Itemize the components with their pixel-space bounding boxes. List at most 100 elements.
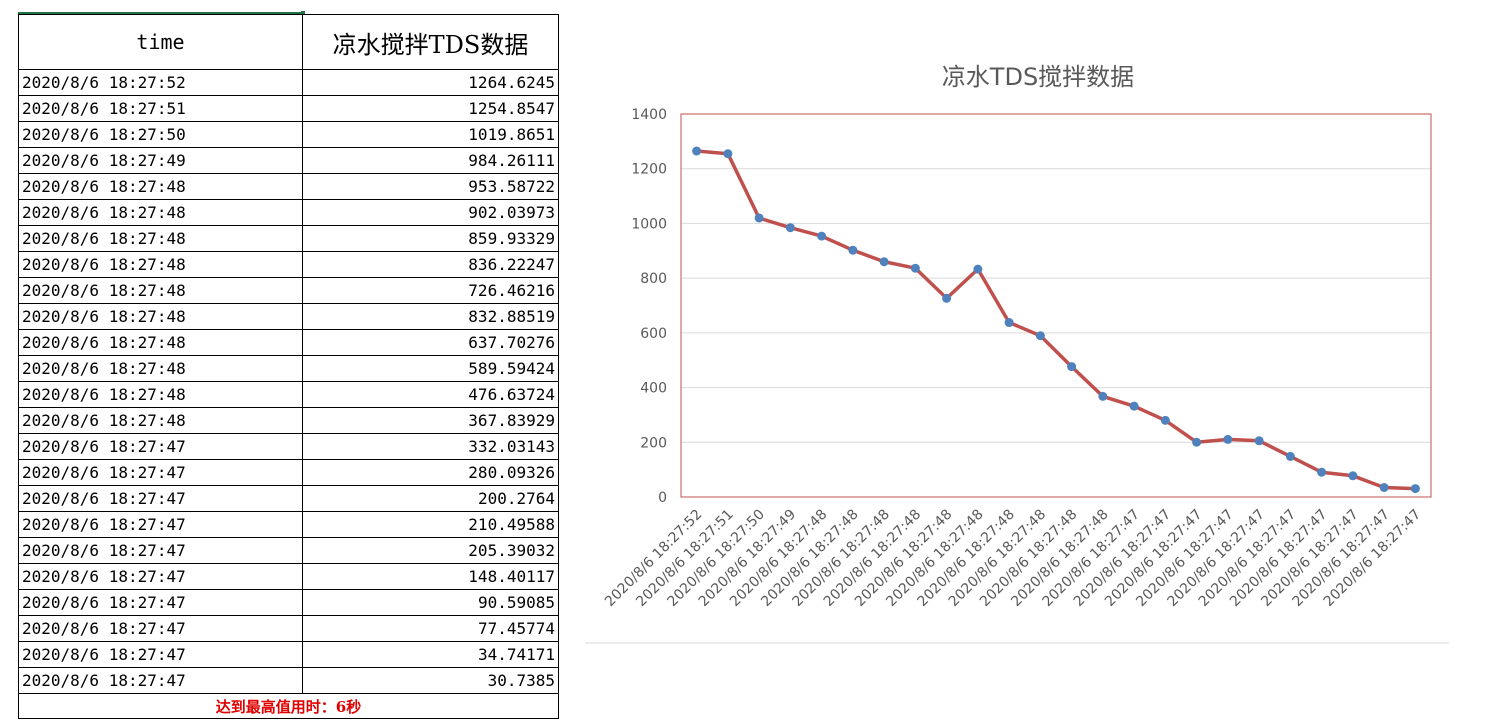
line-chart: 凉水TDS搅拌数据 0 200 400 600 800 1000 1200 1400 2020… [585,50,1449,645]
data-point[interactable] [1223,434,1233,444]
tds-value-cell[interactable]: 77.45774 [302,615,559,642]
header-time[interactable]: time [18,14,303,70]
chart-title: 凉水TDS搅拌数据 [942,63,1134,91]
table-row: 2020/8/6 18:27:47 205.39032 [18,537,559,564]
header-tds[interactable]: 凉水搅拌TDS数据 [302,14,559,70]
time-cell[interactable]: 2020/8/6 18:27:48 [18,199,303,226]
table-row: 2020/8/6 18:27:47 77.45774 [18,615,559,642]
time-cell[interactable]: 2020/8/6 18:27:48 [18,173,303,200]
tds-value-cell[interactable]: 148.40117 [302,563,559,590]
data-point[interactable] [1067,362,1077,372]
time-cell[interactable]: 2020/8/6 18:27:50 [18,121,303,148]
table-row: 2020/8/6 18:27:52 1264.6245 [18,69,559,96]
table-row: 2020/8/6 18:27:47 200.2764 [18,485,559,512]
tds-value-cell[interactable]: 205.39032 [302,537,559,564]
time-cell[interactable]: 2020/8/6 18:27:47 [18,667,303,694]
data-point[interactable] [817,231,827,241]
tds-value-cell[interactable]: 280.09326 [302,459,559,486]
data-point[interactable] [785,223,795,233]
data-point[interactable] [1098,391,1108,401]
table-row: 2020/8/6 18:27:48 859.93329 [18,225,559,252]
data-point[interactable] [1348,471,1358,481]
data-point[interactable] [942,293,952,303]
plot-area [680,113,1432,498]
tds-value-cell[interactable]: 200.2764 [302,485,559,512]
table-row: 2020/8/6 18:27:51 1254.8547 [18,95,559,122]
footer-note[interactable]: 达到最高值用时：6秒 [18,693,559,719]
data-point[interactable] [1317,467,1327,477]
time-cell[interactable]: 2020/8/6 18:27:47 [18,563,303,590]
data-point[interactable] [1379,482,1389,492]
data-point[interactable] [879,257,889,267]
time-cell[interactable]: 2020/8/6 18:27:47 [18,433,303,460]
table-row: 2020/8/6 18:27:50 1019.8651 [18,121,559,148]
tds-value-cell[interactable]: 210.49588 [302,511,559,538]
data-point[interactable] [848,245,858,255]
data-point[interactable] [1004,318,1014,328]
data-table: time 凉水搅拌TDS数据 2020/8/6 18:27:52 1264.624… [18,14,559,719]
time-cell[interactable]: 2020/8/6 18:27:47 [18,485,303,512]
data-point[interactable] [1285,451,1295,461]
tds-value-cell[interactable]: 332.03143 [302,433,559,460]
time-cell[interactable]: 2020/8/6 18:27:52 [18,69,303,96]
data-point[interactable] [1129,401,1139,411]
table-row: 2020/8/6 18:27:48 726.46216 [18,277,559,304]
data-point[interactable] [1035,331,1045,341]
time-cell[interactable]: 2020/8/6 18:27:48 [18,355,303,382]
data-point[interactable] [723,149,733,159]
table-row: 2020/8/6 18:27:48 637.70276 [18,329,559,356]
time-cell[interactable]: 2020/8/6 18:27:48 [18,329,303,356]
time-cell[interactable]: 2020/8/6 18:27:48 [18,381,303,408]
tds-value-cell[interactable]: 1264.6245 [302,69,559,96]
chart-svg: 凉水TDS搅拌数据 0 200 400 600 800 1000 1200 1400 2020… [585,63,1449,644]
time-cell[interactable]: 2020/8/6 18:27:47 [18,589,303,616]
gridlines [681,168,1431,443]
time-cell[interactable]: 2020/8/6 18:27:48 [18,225,303,252]
time-cell[interactable]: 2020/8/6 18:27:47 [18,615,303,642]
tds-value-cell[interactable]: 637.70276 [302,329,559,356]
tds-value-cell[interactable]: 1019.8651 [302,121,559,148]
tds-value-cell[interactable]: 726.46216 [302,277,559,304]
time-cell[interactable]: 2020/8/6 18:27:51 [18,95,303,122]
data-point[interactable] [910,263,920,273]
time-cell[interactable]: 2020/8/6 18:27:48 [18,251,303,278]
data-point[interactable] [1410,484,1420,494]
y-tick-label: 400 [640,381,667,397]
time-cell[interactable]: 2020/8/6 18:27:47 [18,459,303,486]
tds-value-cell[interactable]: 902.03973 [302,199,559,226]
tds-value-cell[interactable]: 90.59085 [302,589,559,616]
tds-value-cell[interactable]: 589.59424 [302,355,559,382]
time-cell[interactable]: 2020/8/6 18:27:47 [18,641,303,668]
data-point[interactable] [692,146,702,156]
data-point[interactable] [1254,436,1264,446]
tds-value-cell[interactable]: 30.7385 [302,667,559,694]
tds-value-cell[interactable]: 367.83929 [302,407,559,434]
y-tick-label: 200 [640,435,667,451]
time-cell[interactable]: 2020/8/6 18:27:48 [18,277,303,304]
time-cell[interactable]: 2020/8/6 18:27:47 [18,511,303,538]
header-row: time 凉水搅拌TDS数据 [18,14,559,70]
y-tick-label: 1200 [631,162,667,178]
y-axis: 0 200 400 600 800 1000 1200 1400 [631,107,667,506]
data-point[interactable] [973,264,983,274]
series-line [692,146,1420,494]
data-point[interactable] [754,213,764,223]
tds-value-cell[interactable]: 476.63724 [302,381,559,408]
tds-value-cell[interactable]: 984.26111 [302,147,559,174]
time-cell[interactable]: 2020/8/6 18:27:47 [18,537,303,564]
time-cell[interactable]: 2020/8/6 18:27:48 [18,407,303,434]
selection-handle[interactable] [301,11,305,15]
tds-value-cell[interactable]: 1254.8547 [302,95,559,122]
time-cell[interactable]: 2020/8/6 18:27:48 [18,303,303,330]
data-point[interactable] [1192,437,1202,447]
data-point[interactable] [1160,415,1170,425]
table-row: 2020/8/6 18:27:47 148.40117 [18,563,559,590]
time-cell[interactable]: 2020/8/6 18:27:49 [18,147,303,174]
tds-value-cell[interactable]: 836.22247 [302,251,559,278]
tds-value-cell[interactable]: 859.93329 [302,225,559,252]
tds-value-cell[interactable]: 953.58722 [302,173,559,200]
table-row: 2020/8/6 18:27:47 34.74171 [18,641,559,668]
tds-value-cell[interactable]: 34.74171 [302,641,559,668]
table-row: 2020/8/6 18:27:47 90.59085 [18,589,559,616]
tds-value-cell[interactable]: 832.88519 [302,303,559,330]
